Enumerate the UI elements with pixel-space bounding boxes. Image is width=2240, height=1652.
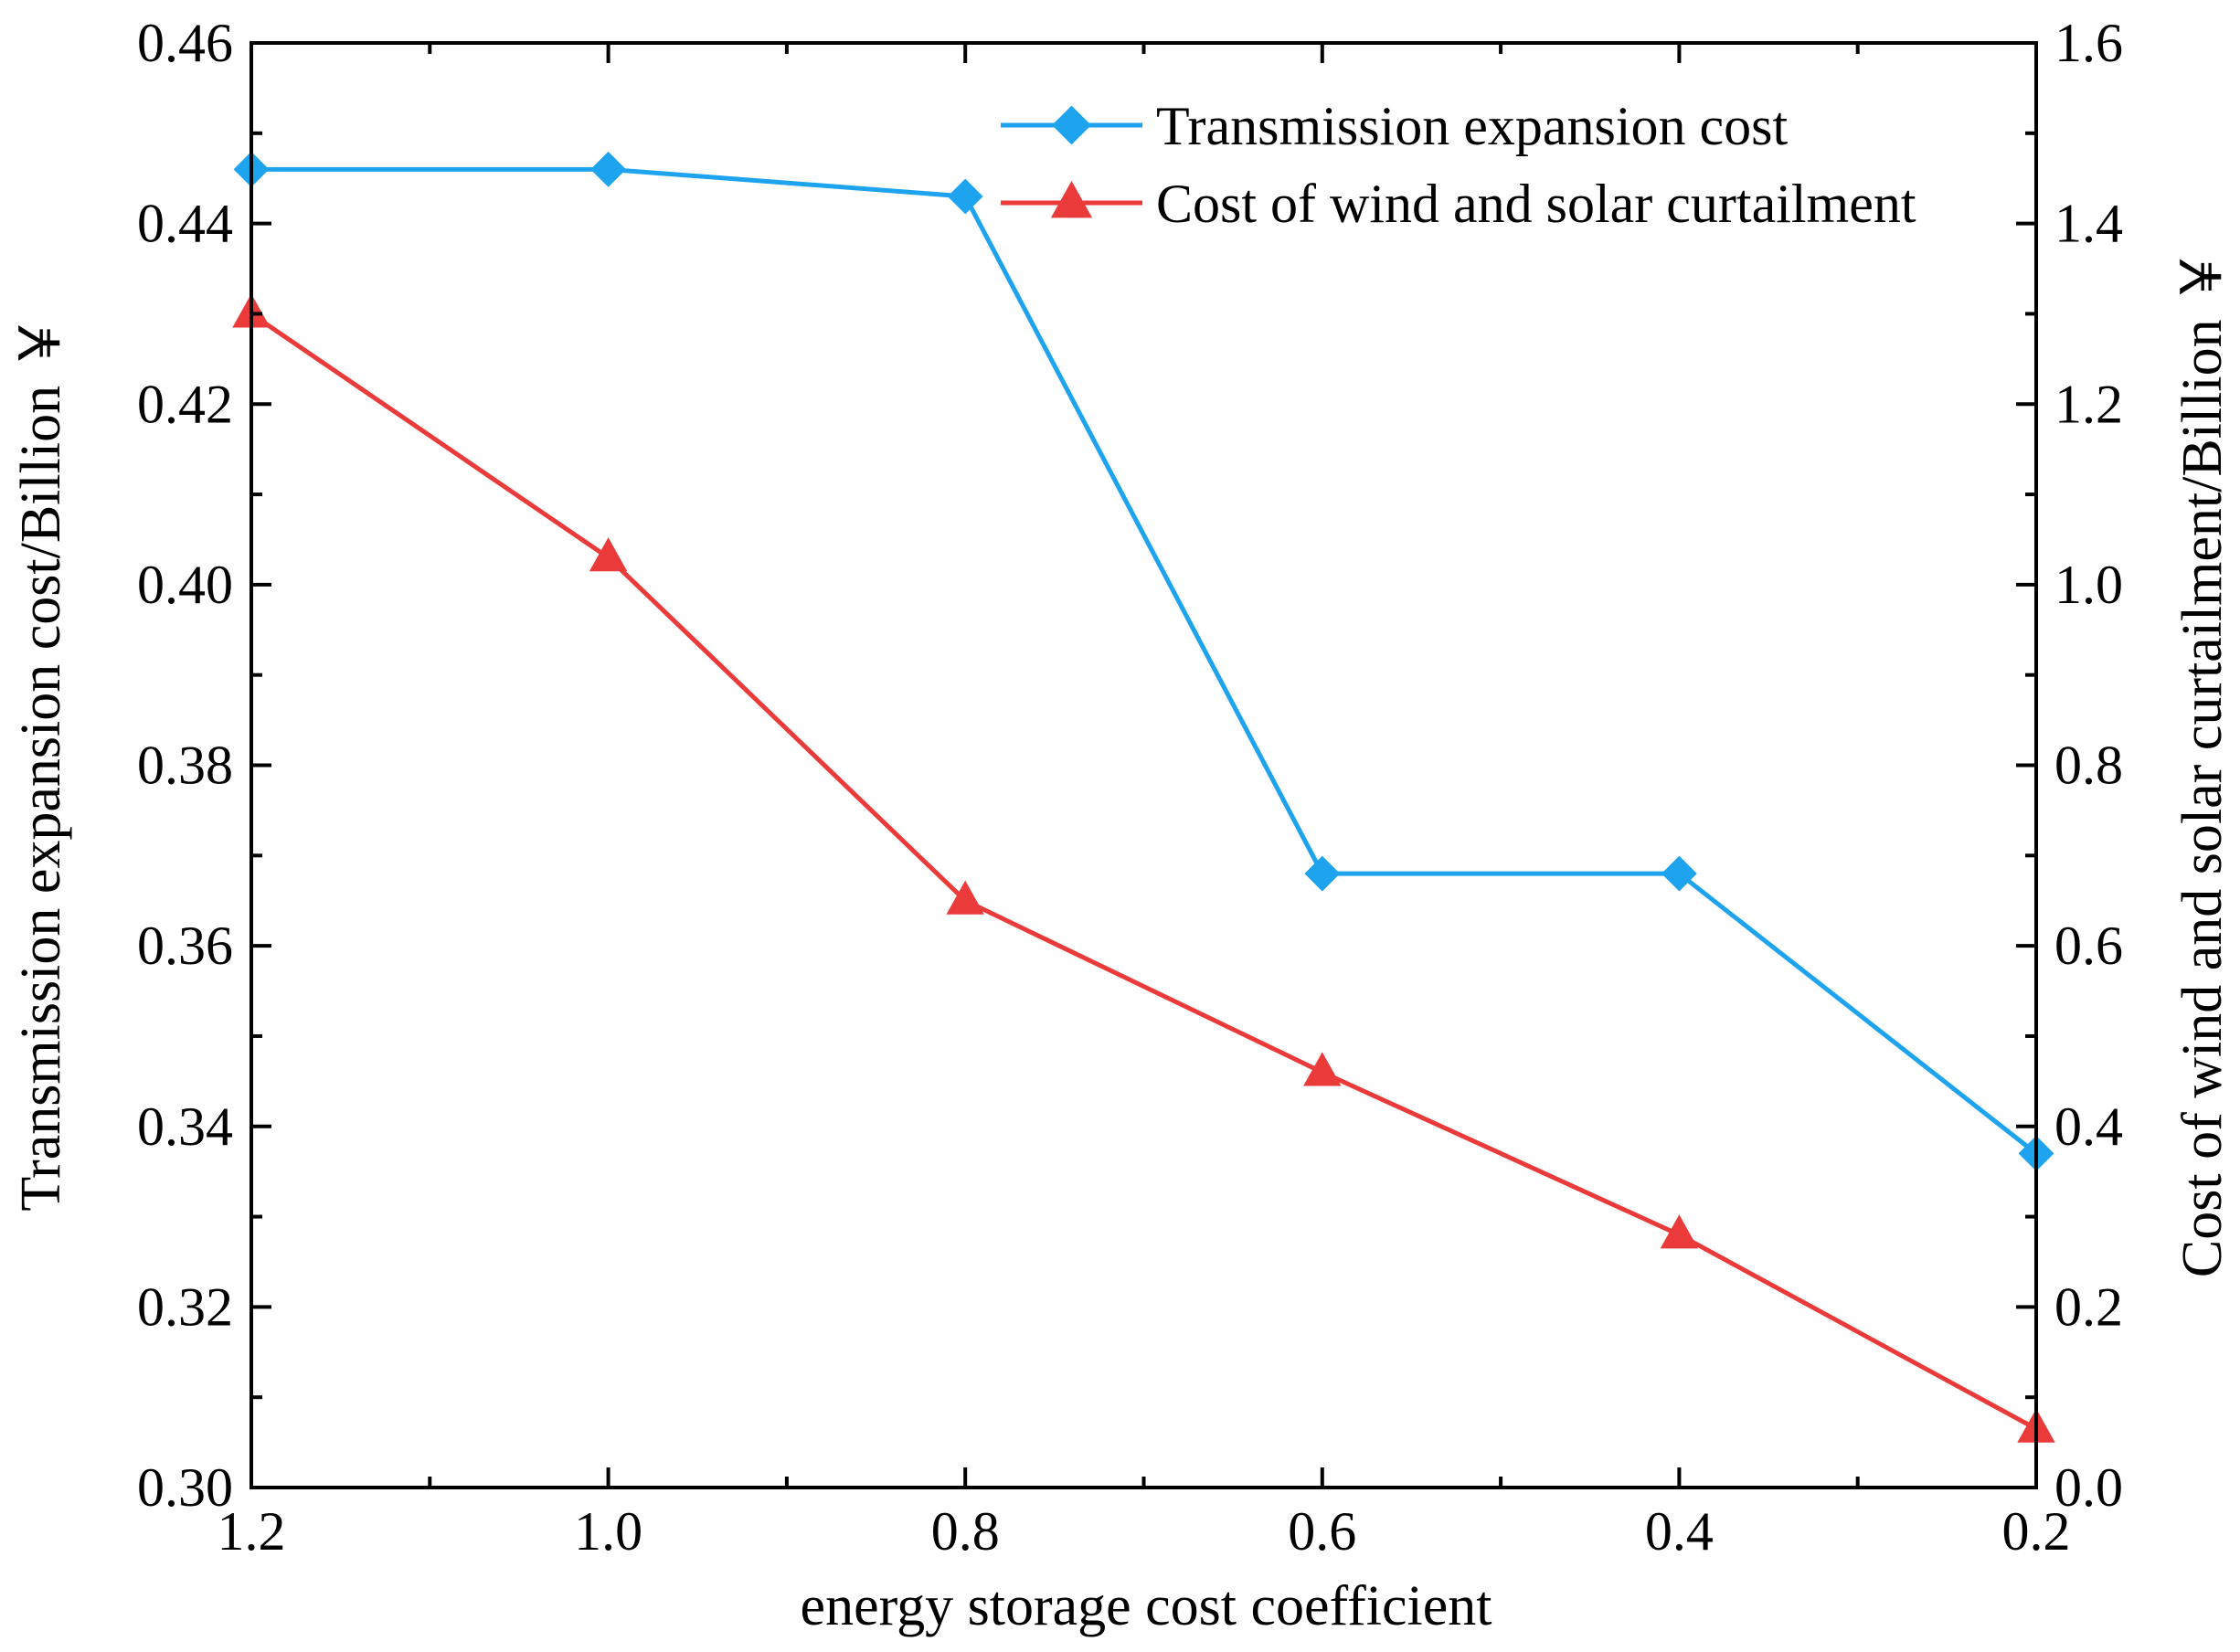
- y-left-tick-label: 0.46: [137, 13, 233, 73]
- x-tick-label: 0.6: [1288, 1501, 1356, 1562]
- transmission-data-point: [1661, 855, 1697, 892]
- y-axis-right-title: Cost of wind and solar curtailment/Billi…: [2171, 249, 2234, 1277]
- y-right-tick-label: 0.8: [2054, 736, 2123, 796]
- y-right-tick-label: 0.6: [2054, 916, 2123, 976]
- curtailment-data-point: [1303, 1052, 1342, 1086]
- transmission-data-point: [590, 151, 627, 187]
- transmission-legend-marker: [1052, 105, 1091, 145]
- plot-frame: [249, 41, 2038, 1489]
- y-axis-left-title: Transmission expansion cost/Billion ￥: [10, 314, 72, 1211]
- y-right-tick-label: 0.4: [2054, 1096, 2123, 1157]
- y-left-tick-label: 0.36: [137, 916, 233, 976]
- axes-layer: 1.2 1.0 0.8 0.6 0.4 0.20.30 0.00.32 0.20.34 0.40…: [137, 13, 2123, 1562]
- transmission-series-line: [251, 166, 2038, 1156]
- curtailment-data-point: [1660, 1214, 1699, 1249]
- y-left-tick-label: 0.30: [137, 1457, 233, 1518]
- curtailment-data-point: [589, 537, 628, 572]
- transmission-data-point: [1304, 855, 1341, 892]
- transmission-legend-label: Transmission expansion cost: [1156, 96, 1788, 156]
- y-right-tick-label: 1.0: [2054, 555, 2123, 615]
- y-left-tick-label: 0.32: [137, 1276, 233, 1337]
- y-left-tick-label: 0.38: [137, 736, 233, 796]
- x-tick-label: 0.8: [931, 1501, 1000, 1562]
- curtailment-legend-label: Cost of wind and solar curtailment: [1156, 174, 1916, 234]
- y-left-tick-label: 0.42: [137, 374, 233, 434]
- y-right-tick-label: 1.6: [2054, 13, 2123, 73]
- curtailment-legend-marker: [1050, 180, 1093, 218]
- curtailment-series-line: [249, 312, 2038, 1431]
- y-right-tick-label: 0.2: [2054, 1276, 2123, 1337]
- y-left-tick-label: 0.40: [137, 555, 233, 615]
- y-right-tick-label: 0.0: [2054, 1457, 2123, 1518]
- legend: Transmission expansion cost Cost of wind …: [1001, 96, 1916, 234]
- x-tick-label: 1.0: [574, 1501, 642, 1562]
- y-left-tick-label: 0.34: [137, 1096, 233, 1157]
- x-tick-label: 0.2: [2002, 1501, 2071, 1562]
- x-axis-title: energy storage cost coefficient: [801, 1575, 1492, 1637]
- y-left-tick-label: 0.44: [137, 194, 233, 254]
- x-tick-label: 1.2: [218, 1501, 286, 1562]
- curtailment-data-point: [946, 880, 984, 915]
- series-layer: [232, 151, 2055, 1443]
- y-right-tick-label: 1.2: [2054, 374, 2123, 434]
- x-tick-label: 0.4: [1645, 1501, 1714, 1562]
- transmission-data-point: [947, 178, 983, 215]
- y-right-tick-label: 1.4: [2054, 194, 2123, 254]
